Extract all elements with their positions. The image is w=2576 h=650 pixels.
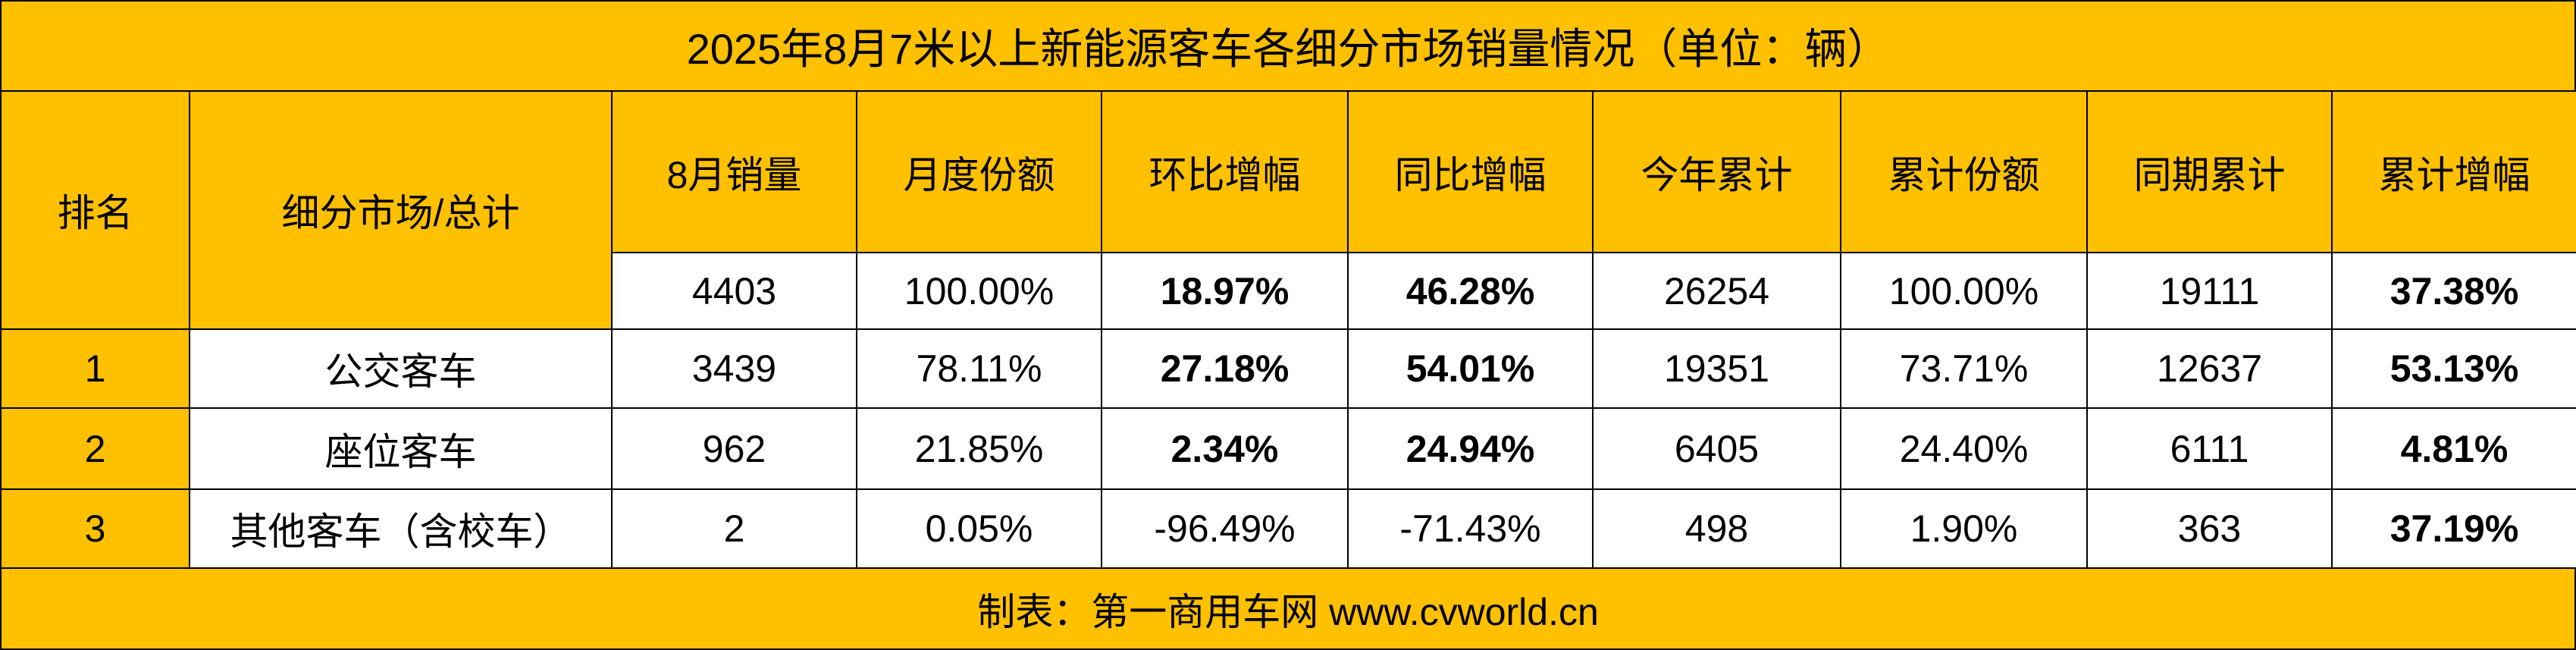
- table-cell: 37.19%: [2331, 488, 2576, 569]
- table-cell: 24.94%: [1347, 407, 1594, 490]
- header-cell: 细分市场/总计: [189, 90, 613, 330]
- header-cell: 排名: [0, 90, 190, 330]
- table-cell: -96.49%: [1101, 488, 1349, 569]
- table-cell: 54.01%: [1347, 328, 1594, 409]
- table-cell: 78.11%: [856, 328, 1102, 409]
- table-cell: 363: [2086, 488, 2333, 569]
- table-cell: 3: [0, 488, 190, 569]
- table-cell: -71.43%: [1347, 488, 1594, 569]
- table-cell: 21.85%: [856, 407, 1102, 490]
- table-cell: 公交客车: [189, 328, 613, 409]
- table-cell: 498: [1592, 488, 1841, 569]
- title: 2025年8月7米以上新能源客车各细分市场销量情况（单位：辆）: [0, 0, 2576, 92]
- table-cell: 1: [0, 328, 190, 409]
- table-cell: 2: [611, 488, 857, 569]
- table-cell: 4.81%: [2331, 407, 2576, 490]
- header-cell: 同比增幅: [1347, 90, 1594, 253]
- table-cell: 6111: [2086, 407, 2333, 490]
- table-cell: 6405: [1592, 407, 1841, 490]
- total-cell: 46.28%: [1347, 252, 1594, 330]
- table-cell: 73.71%: [1840, 328, 2088, 409]
- total-cell: 18.97%: [1101, 252, 1349, 330]
- header-cell: 环比增幅: [1101, 90, 1349, 253]
- header-cell: 月度份额: [856, 90, 1102, 253]
- table-cell: 962: [611, 407, 857, 490]
- table-cell: 2.34%: [1101, 407, 1349, 490]
- table-cell: 19351: [1592, 328, 1841, 409]
- total-cell: 100.00%: [856, 252, 1102, 330]
- header-cell: 累计增幅: [2331, 90, 2576, 253]
- footer: 制表：第一商用车网 www.cvworld.cn: [0, 567, 2576, 650]
- table-cell: 12637: [2086, 328, 2333, 409]
- table-cell: 0.05%: [856, 488, 1102, 569]
- table-cell: 1.90%: [1840, 488, 2088, 569]
- table-cell: 2: [0, 407, 190, 490]
- table-cell: 其他客车（含校车）: [189, 488, 613, 569]
- total-cell: 26254: [1592, 252, 1841, 330]
- table-cell: 27.18%: [1101, 328, 1349, 409]
- header-cell: 8月销量: [611, 90, 857, 253]
- table-cell: 3439: [611, 328, 857, 409]
- total-cell: 19111: [2086, 252, 2333, 330]
- header-cell: 累计份额: [1840, 90, 2088, 253]
- table-cell: 24.40%: [1840, 407, 2088, 490]
- total-cell: 100.00%: [1840, 252, 2088, 330]
- table-cell: 53.13%: [2331, 328, 2576, 409]
- total-cell: 37.38%: [2331, 252, 2576, 330]
- header-cell: 同期累计: [2086, 90, 2333, 253]
- header-cell: 今年累计: [1592, 90, 1841, 253]
- table-cell: 座位客车: [189, 407, 613, 490]
- total-cell: 4403: [611, 252, 857, 330]
